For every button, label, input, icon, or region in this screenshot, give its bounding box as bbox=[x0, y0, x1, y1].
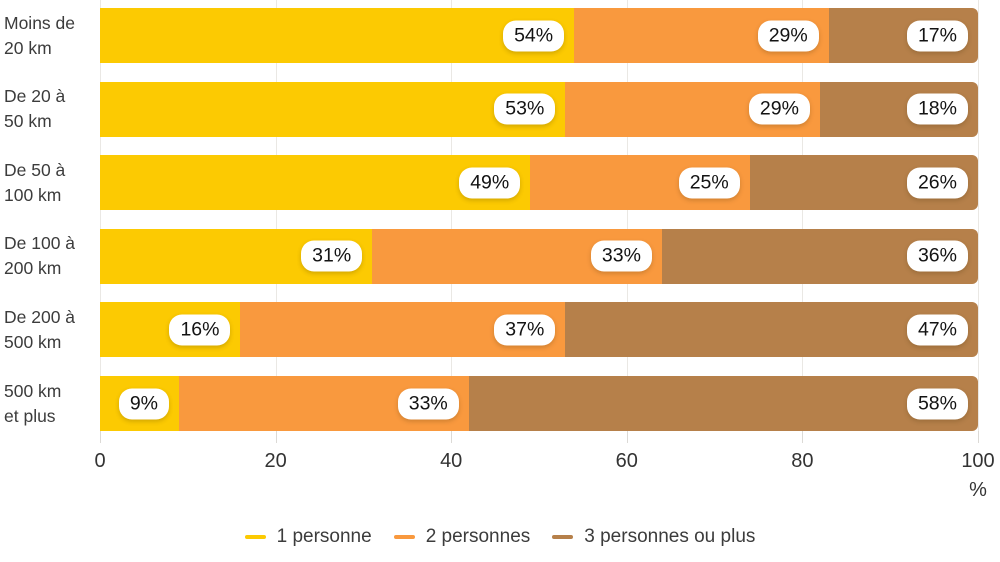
legend-swatch-icon bbox=[552, 535, 574, 539]
x-tick-label: 40 bbox=[440, 450, 463, 472]
bar-segment: 53% bbox=[100, 81, 566, 137]
category-label-line: De 20 à bbox=[4, 86, 66, 107]
bar-segment: 17% bbox=[828, 8, 978, 63]
value-pill: 58% bbox=[906, 388, 968, 419]
value-pill: 33% bbox=[397, 388, 459, 419]
value-pill: 54% bbox=[503, 20, 565, 51]
x-tick-mark bbox=[978, 431, 979, 443]
category-label: De 20 à 50 km bbox=[4, 82, 98, 137]
bar-row: 49% 25% 26% bbox=[100, 155, 978, 211]
bar-segment: 9% bbox=[100, 376, 180, 431]
category-label-line: 500 km bbox=[4, 331, 62, 352]
x-axis-unit: % bbox=[969, 479, 987, 501]
category-label-line: De 100 à bbox=[4, 233, 76, 254]
gridline bbox=[275, 0, 277, 431]
bar-segment: 18% bbox=[819, 81, 978, 137]
bar-row: 16% 37% 47% bbox=[100, 302, 978, 358]
value-pill: 18% bbox=[906, 93, 968, 125]
value-pill: 47% bbox=[906, 314, 968, 346]
bar-segment: 33% bbox=[179, 376, 469, 431]
category-label: De 200 à 500 km bbox=[4, 302, 98, 357]
value-pill: 37% bbox=[494, 314, 556, 346]
bar-segment: 31% bbox=[100, 228, 373, 284]
bar-row: 31% 33% 36% bbox=[100, 228, 978, 284]
category-label-line: De 50 à bbox=[4, 159, 66, 180]
x-tick-mark bbox=[100, 431, 101, 443]
value-pill: 25% bbox=[678, 167, 740, 199]
legend-label: 2 personnes bbox=[425, 526, 531, 547]
category-label-line: 200 km bbox=[4, 258, 62, 279]
legend-swatch-icon bbox=[393, 535, 415, 539]
value-pill: 26% bbox=[906, 167, 968, 199]
legend-label: 1 personne bbox=[276, 526, 372, 547]
gridline bbox=[978, 0, 979, 431]
bar-segment: 26% bbox=[749, 155, 978, 211]
bar-row: 54% 29% 17% bbox=[100, 8, 978, 63]
x-tick-label: 60 bbox=[615, 450, 638, 472]
value-pill: 53% bbox=[494, 93, 556, 125]
value-pill: 36% bbox=[906, 240, 968, 272]
category-label-line: 100 km bbox=[4, 184, 62, 205]
bar-segment: 37% bbox=[240, 302, 566, 358]
bar-segment: 25% bbox=[530, 155, 750, 211]
legend-swatch-icon bbox=[244, 535, 266, 539]
legend-item: 2 personnes bbox=[393, 523, 531, 551]
bar-row: 53% 29% 18% bbox=[100, 81, 978, 137]
x-tick-mark bbox=[802, 431, 804, 443]
x-tick-mark bbox=[626, 431, 628, 443]
category-label-line: et plus bbox=[4, 405, 56, 426]
legend-label: 3 personnes ou plus bbox=[584, 526, 756, 547]
gridline bbox=[626, 0, 628, 431]
x-tick-label: 20 bbox=[264, 450, 287, 472]
bar-segment: 54% bbox=[100, 8, 575, 63]
category-label-line: 50 km bbox=[4, 111, 52, 132]
value-pill: 17% bbox=[906, 20, 968, 51]
bar-segment: 29% bbox=[565, 81, 820, 137]
value-pill: 9% bbox=[118, 388, 170, 419]
bar-segment: 33% bbox=[372, 228, 662, 284]
gridline bbox=[451, 0, 453, 431]
x-tick-label: 100 bbox=[961, 450, 995, 472]
category-label: De 50 à 100 km bbox=[4, 155, 98, 210]
legend-item: 3 personnes ou plus bbox=[552, 523, 755, 551]
gridline bbox=[802, 0, 804, 431]
bar-segment: 58% bbox=[468, 376, 978, 431]
category-label-line: De 200 à bbox=[4, 306, 76, 327]
legend: 1 personne 2 personnes 3 personnes ou plus bbox=[0, 523, 1000, 551]
x-tick-label: 80 bbox=[791, 450, 814, 472]
value-pill: 29% bbox=[757, 20, 819, 51]
bar-segment: 29% bbox=[574, 8, 829, 63]
x-tick-mark bbox=[275, 431, 277, 443]
value-pill: 16% bbox=[169, 314, 231, 346]
category-label: 500 km et plus bbox=[4, 376, 98, 431]
category-label-line: 20 km bbox=[4, 37, 52, 58]
bar-segment: 16% bbox=[100, 302, 241, 358]
bar-segment: 36% bbox=[661, 228, 978, 284]
bar-segment: 47% bbox=[565, 302, 978, 358]
x-tick-label: 0 bbox=[94, 450, 106, 472]
bar-segment: 49% bbox=[100, 155, 531, 211]
value-pill: 49% bbox=[459, 167, 521, 199]
bar-row: 9% 33% 58% bbox=[100, 376, 978, 431]
category-label-line: Moins de bbox=[4, 12, 76, 33]
x-tick-mark bbox=[451, 431, 453, 443]
value-pill: 33% bbox=[590, 240, 652, 272]
value-pill: 31% bbox=[301, 240, 363, 272]
category-label: Moins de 20 km bbox=[4, 8, 98, 63]
value-pill: 29% bbox=[748, 93, 810, 125]
legend-item: 1 personne bbox=[244, 523, 372, 551]
category-label-line: 500 km bbox=[4, 380, 62, 401]
category-label: De 100 à 200 km bbox=[4, 229, 98, 284]
gridline bbox=[100, 0, 101, 431]
